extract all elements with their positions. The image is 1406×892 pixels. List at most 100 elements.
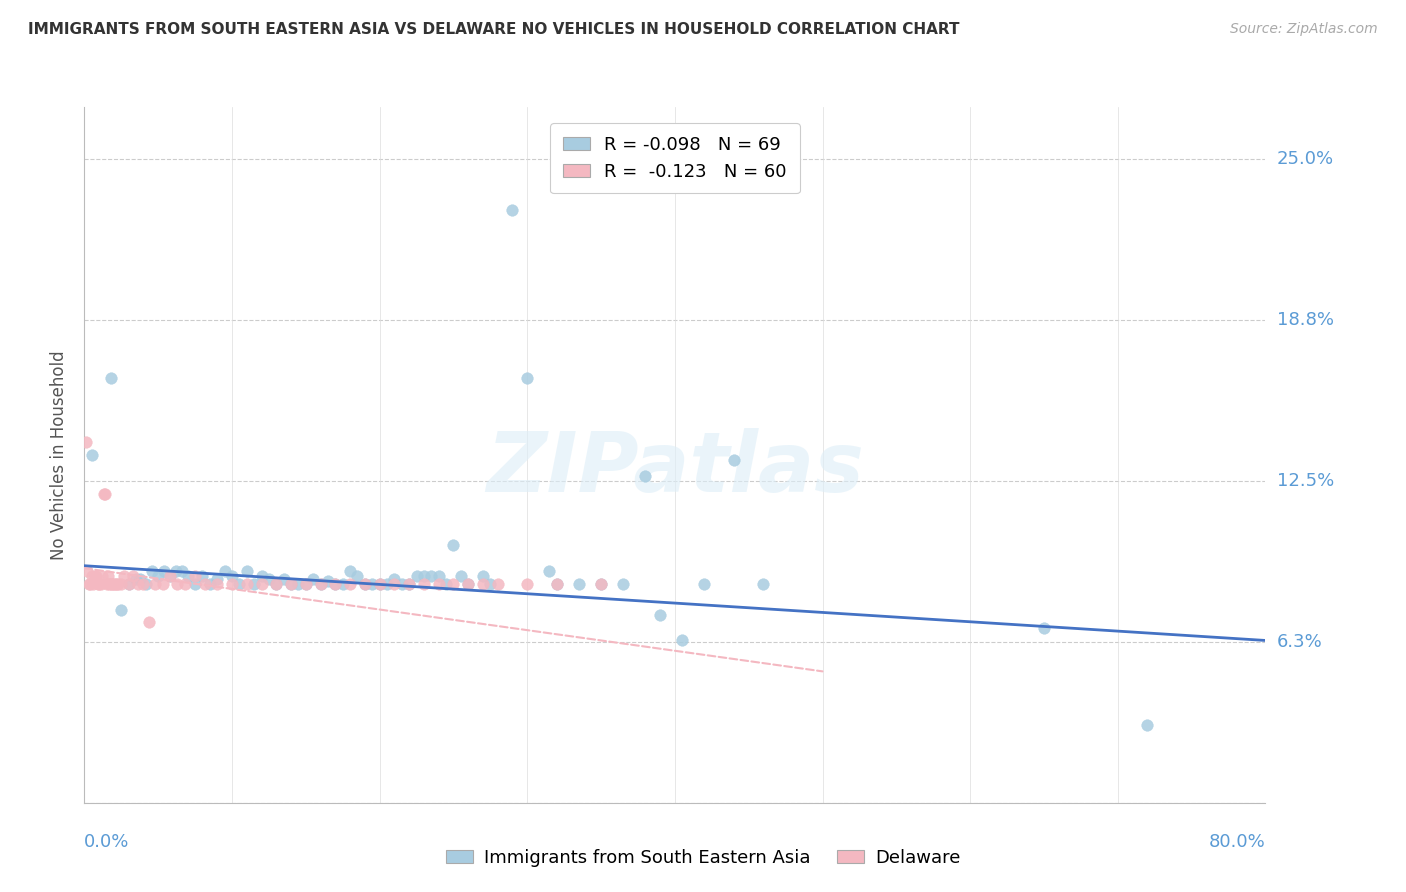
Text: 18.8%: 18.8% [1277, 310, 1333, 328]
Point [264, 576, 288, 591]
Point [91, 569, 114, 583]
Point [221, 569, 243, 583]
Point [87, 576, 111, 591]
Point [391, 576, 413, 591]
Point [591, 576, 613, 591]
Point [250, 576, 273, 591]
Point [257, 572, 280, 586]
Point [80, 448, 103, 462]
Point [80, 569, 103, 583]
Point [450, 569, 472, 583]
Point [104, 576, 127, 591]
Point [568, 576, 591, 591]
Point [1136, 718, 1159, 732]
Point [427, 576, 450, 591]
Point [93, 486, 115, 500]
Point [420, 569, 443, 583]
Point [472, 576, 495, 591]
Point [127, 576, 149, 591]
Point [472, 569, 495, 583]
Point [723, 453, 745, 467]
Point [323, 576, 347, 591]
Point [434, 576, 457, 591]
Point [264, 576, 288, 591]
Point [98, 576, 121, 591]
Point [309, 576, 332, 591]
Point [138, 615, 160, 630]
Point [339, 576, 361, 591]
Text: 6.3%: 6.3% [1277, 632, 1322, 651]
Point [96, 576, 118, 591]
Point [398, 576, 420, 591]
Point [693, 576, 716, 591]
Point [101, 576, 124, 591]
Point [170, 564, 193, 578]
Point [752, 576, 775, 591]
Point [235, 564, 259, 578]
Point [118, 576, 141, 591]
Point [486, 576, 509, 591]
Point [165, 564, 187, 578]
Point [368, 576, 391, 591]
Point [100, 576, 122, 591]
Point [346, 569, 368, 583]
Point [221, 576, 243, 591]
Point [132, 576, 155, 591]
Point [152, 576, 174, 591]
Point [323, 576, 347, 591]
Text: IMMIGRANTS FROM SOUTH EASTERN ASIA VS DELAWARE NO VEHICLES IN HOUSEHOLD CORRELAT: IMMIGRANTS FROM SOUTH EASTERN ASIA VS DE… [28, 22, 960, 37]
Point [191, 569, 214, 583]
Point [141, 564, 163, 578]
Point [112, 569, 135, 583]
Point [177, 569, 200, 583]
Point [546, 576, 568, 591]
Point [273, 572, 295, 586]
Point [354, 576, 377, 591]
Point [97, 569, 120, 583]
Point [339, 564, 361, 578]
Point [90, 576, 112, 591]
Point [105, 576, 128, 591]
Point [166, 576, 188, 591]
Point [184, 576, 207, 591]
Text: 80.0%: 80.0% [1209, 833, 1265, 851]
Point [83, 569, 105, 583]
Point [516, 370, 538, 384]
Point [441, 538, 464, 552]
Point [86, 576, 108, 591]
Point [280, 576, 302, 591]
Point [77, 576, 100, 591]
Point [148, 569, 170, 583]
Point [103, 576, 125, 591]
Point [516, 576, 538, 591]
Point [354, 576, 377, 591]
Point [591, 576, 613, 591]
Point [107, 576, 129, 591]
Point [382, 572, 406, 586]
Point [110, 602, 132, 616]
Point [309, 576, 332, 591]
Point [457, 576, 479, 591]
Point [122, 569, 145, 583]
Point [375, 576, 398, 591]
Point [382, 576, 406, 591]
Legend: Immigrants from South Eastern Asia, Delaware: Immigrants from South Eastern Asia, Dela… [439, 842, 967, 874]
Point [82, 576, 104, 591]
Point [129, 572, 152, 586]
Point [100, 370, 122, 384]
Point [94, 486, 117, 500]
Text: 12.5%: 12.5% [1277, 472, 1334, 490]
Point [368, 576, 391, 591]
Point [441, 576, 464, 591]
Point [538, 564, 561, 578]
Point [612, 576, 634, 591]
Point [634, 468, 657, 483]
Point [398, 576, 420, 591]
Point [546, 576, 568, 591]
Point [76, 564, 98, 578]
Point [205, 576, 228, 591]
Text: 25.0%: 25.0% [1277, 150, 1334, 168]
Point [413, 569, 436, 583]
Point [173, 576, 195, 591]
Point [280, 576, 302, 591]
